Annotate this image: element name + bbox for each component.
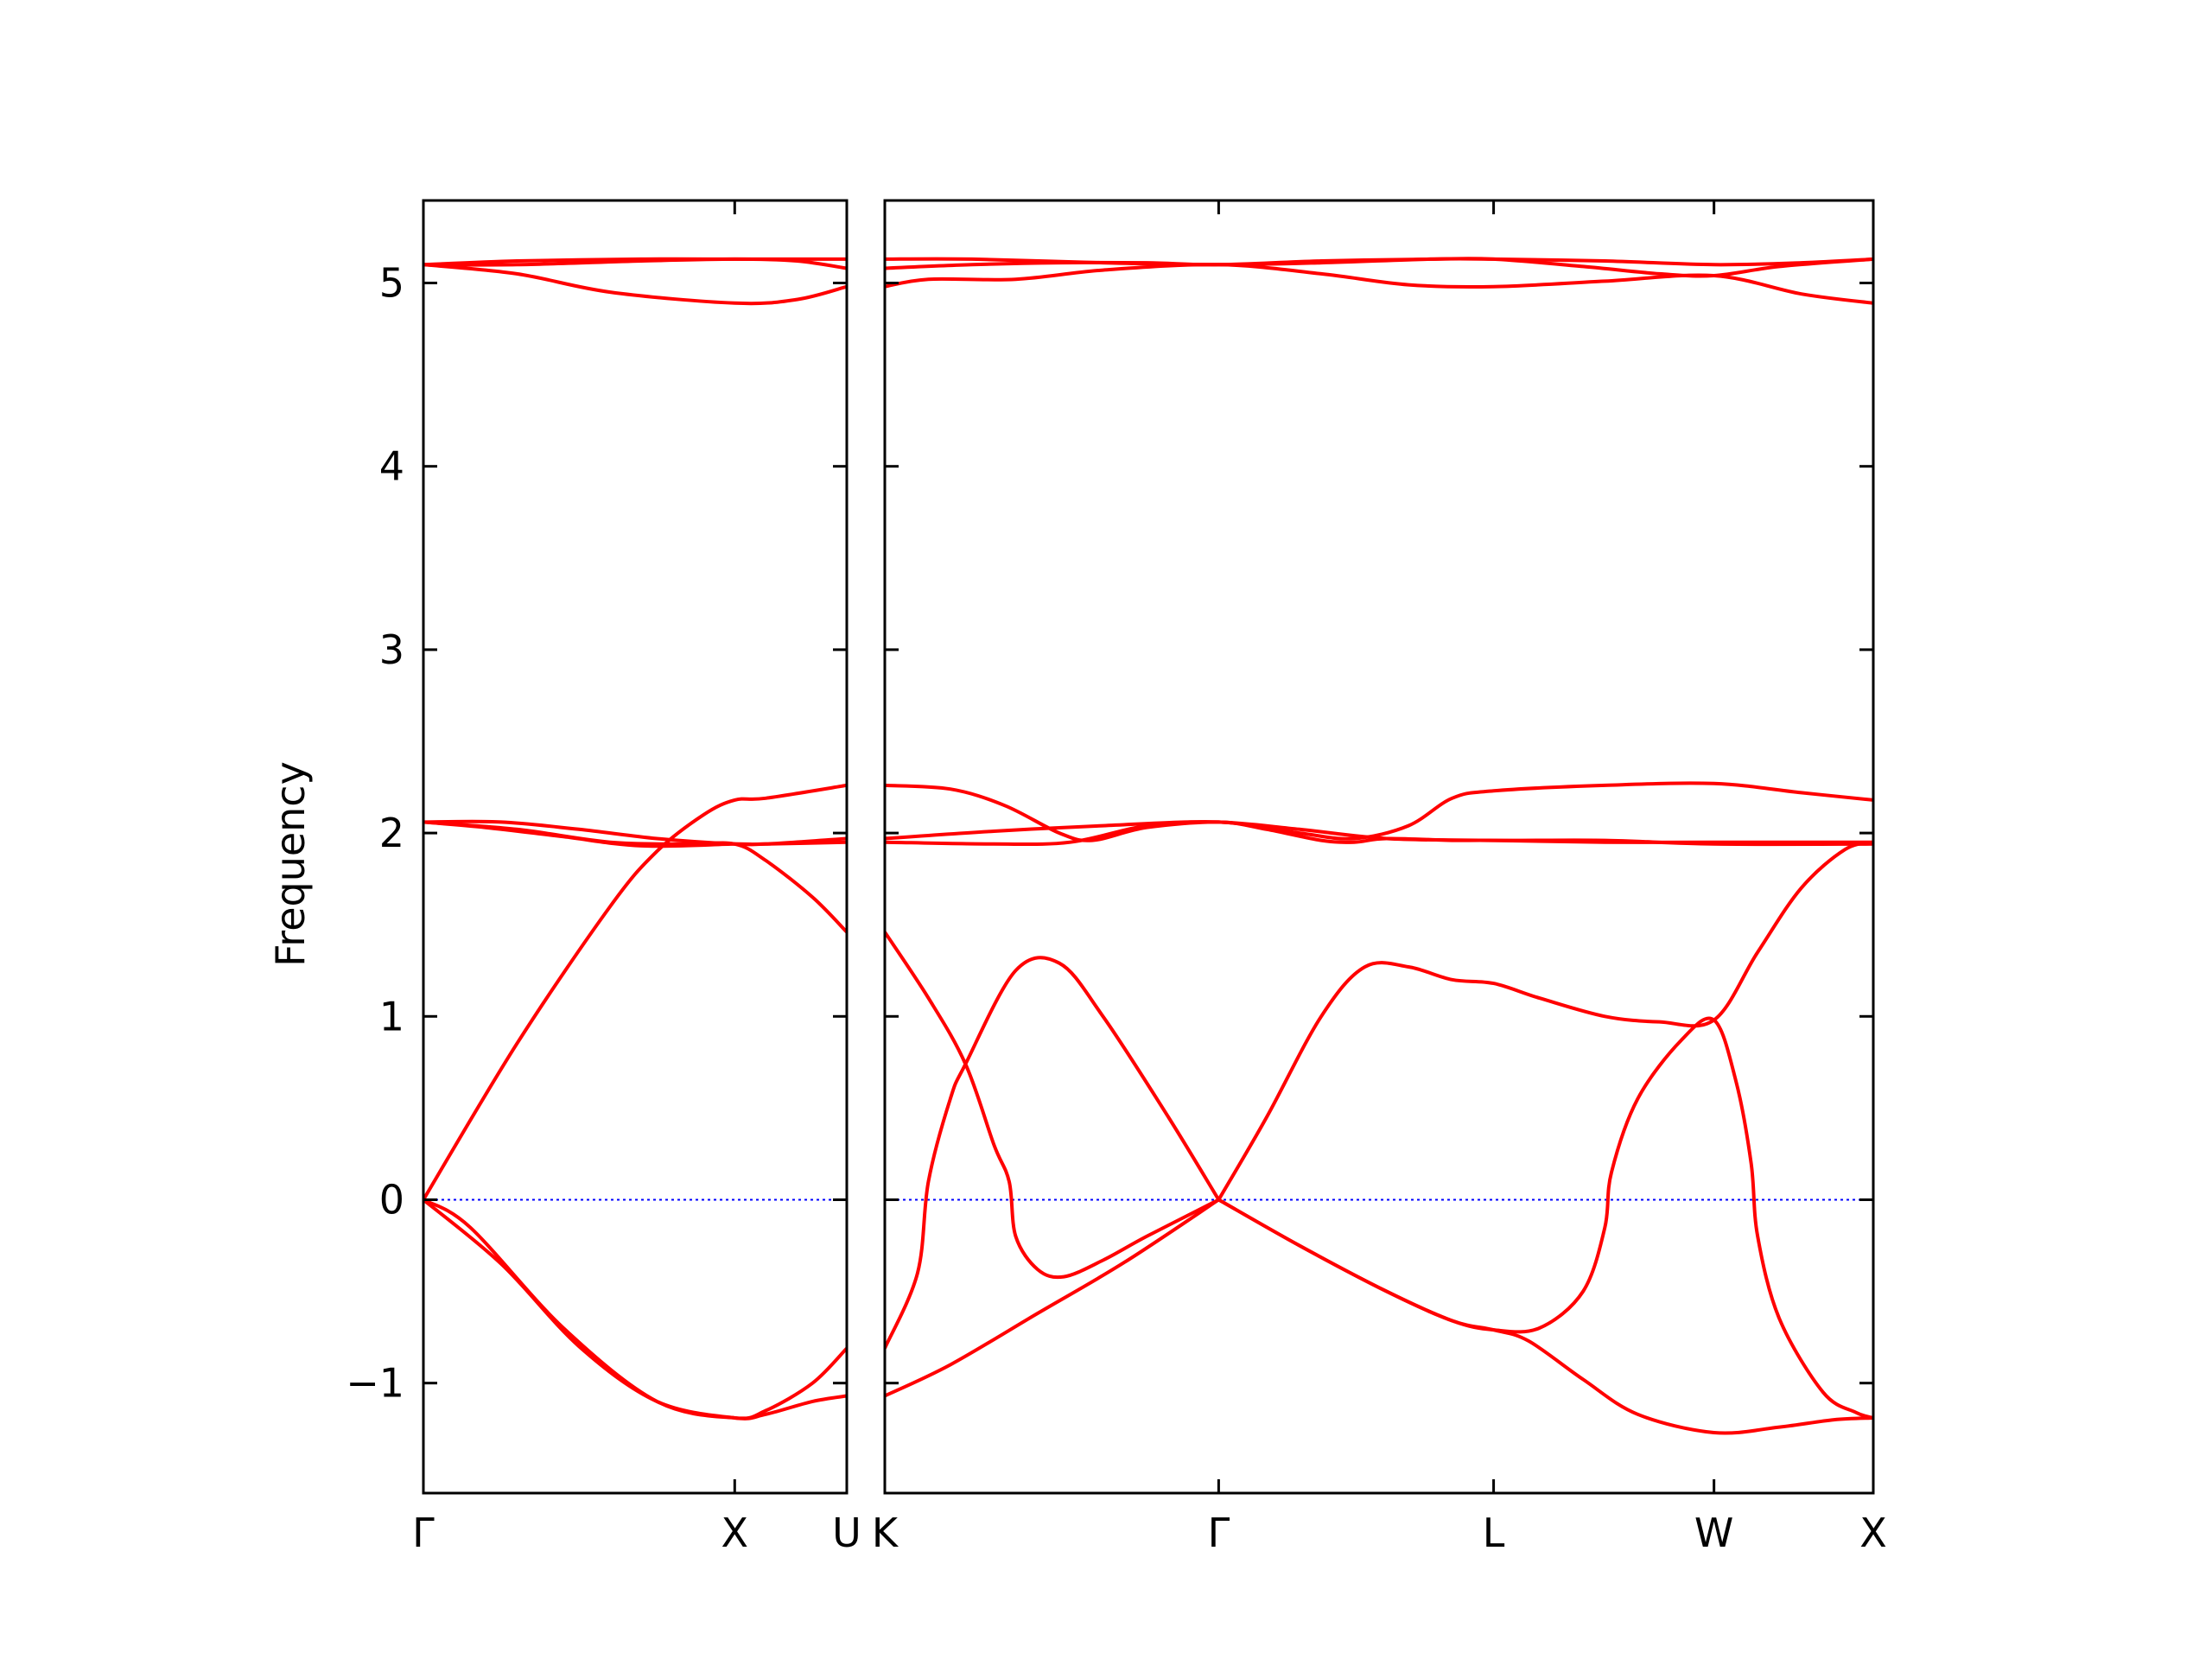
x-tick-label: Γ xyxy=(1208,1510,1230,1556)
band-line xyxy=(423,1198,847,1421)
x-tick-label: Γ xyxy=(412,1510,435,1556)
band-line xyxy=(885,1198,1220,1398)
y-tick-label: 2 xyxy=(379,810,404,856)
x-tick-label: L xyxy=(1483,1510,1505,1556)
y-tick-label: 0 xyxy=(379,1176,404,1223)
y-tick-label: −1 xyxy=(346,1360,404,1407)
band-line xyxy=(885,931,1220,1280)
band-line xyxy=(423,263,847,306)
panel-gamma-x-u: −1 0 1 2 3 4 5 Γ X U xyxy=(346,199,861,1556)
band-line xyxy=(1217,1016,1873,1420)
band-line xyxy=(1217,1198,1873,1435)
plot-frame xyxy=(422,199,849,1495)
band-line xyxy=(885,263,1873,305)
band-line xyxy=(423,257,847,270)
band-line xyxy=(423,783,847,1201)
y-tick-label: 4 xyxy=(379,443,404,490)
y-tick-label: 5 xyxy=(379,259,404,306)
y-tick-label: 3 xyxy=(379,626,404,673)
band-line xyxy=(423,1198,847,1421)
band-line xyxy=(885,783,1873,844)
band-line xyxy=(1217,840,1873,1201)
plot-frame xyxy=(883,199,1875,1495)
x-tick-label: U xyxy=(832,1510,861,1556)
y-tick-label: 1 xyxy=(379,993,404,1039)
x-tick-label: X xyxy=(721,1510,749,1556)
band-line xyxy=(885,781,1873,841)
x-tick-label: X xyxy=(1859,1510,1887,1556)
y-axis-title: Frequency xyxy=(267,761,314,967)
band-line xyxy=(885,956,1221,1350)
band-line xyxy=(423,820,847,934)
x-tick-label: W xyxy=(1694,1510,1733,1556)
x-tick-label: K xyxy=(872,1510,899,1556)
